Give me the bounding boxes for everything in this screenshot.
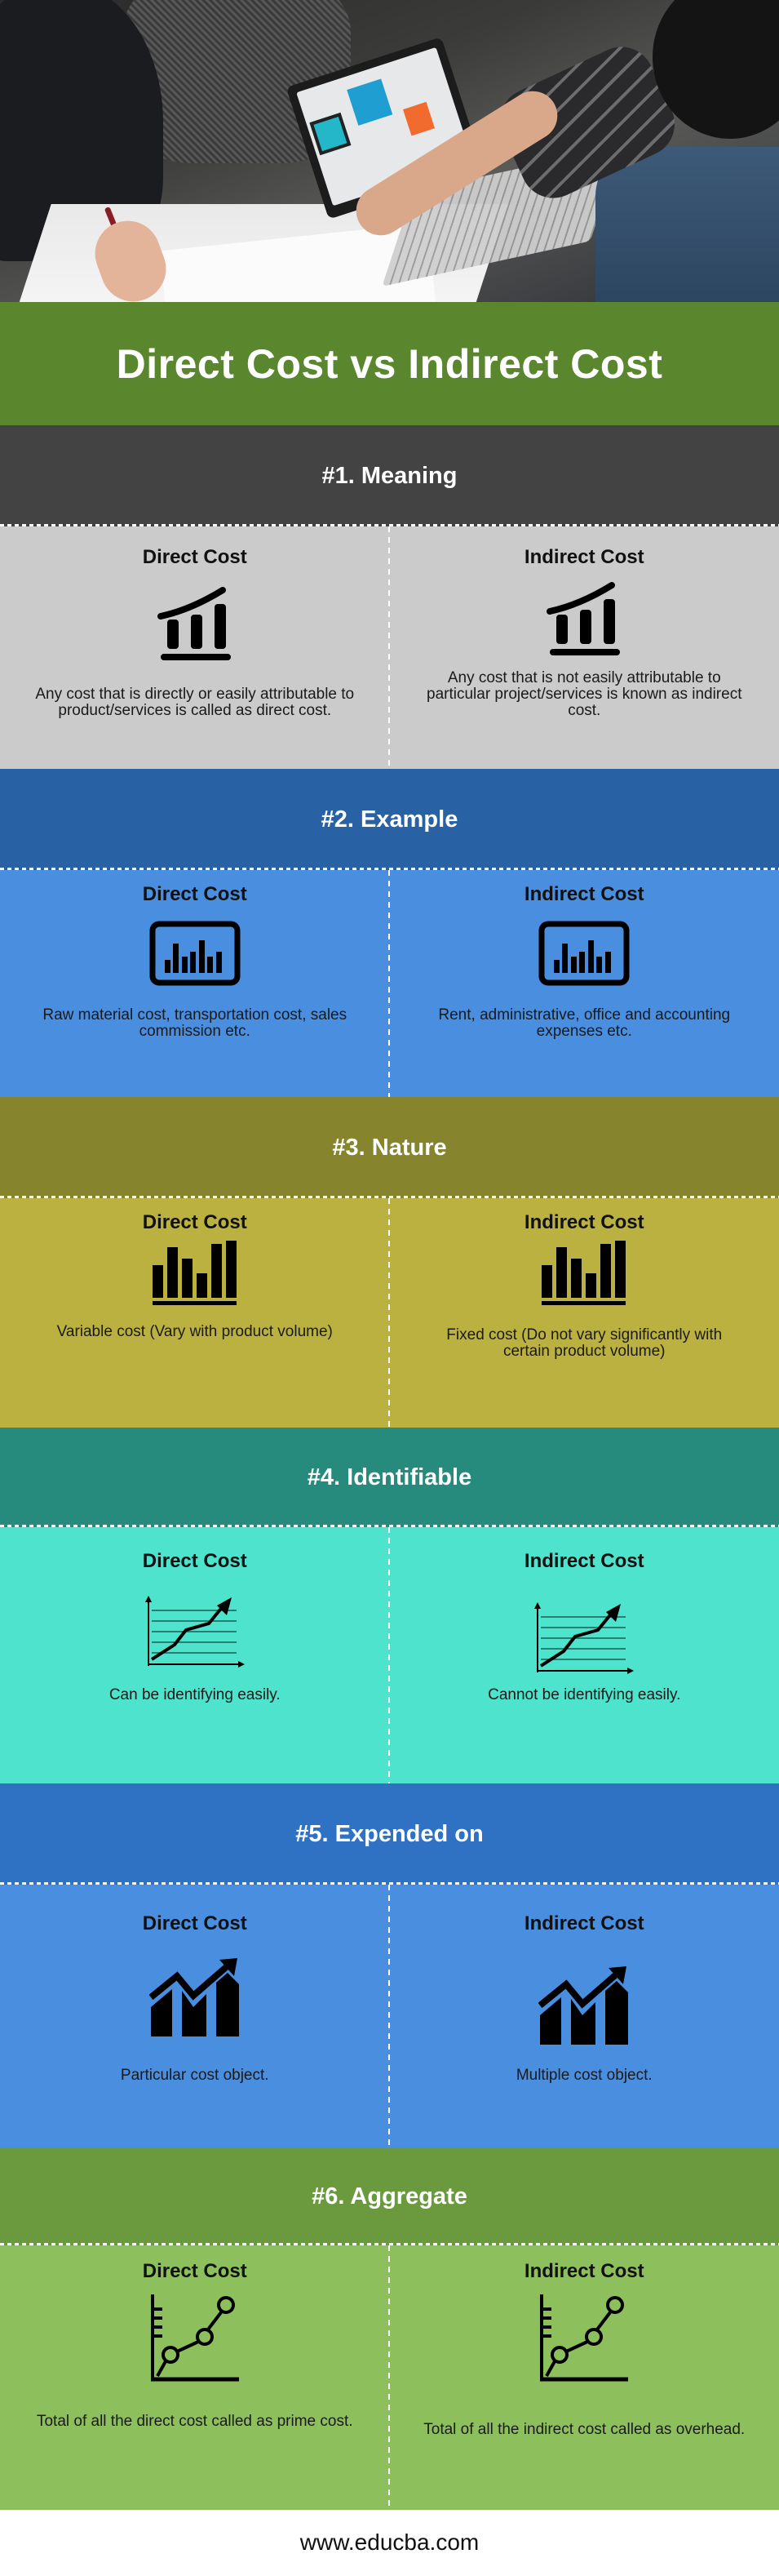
column-title: Indirect Cost bbox=[524, 1211, 644, 1233]
section-heading: #2. Example bbox=[0, 769, 779, 870]
indirect-cost-column: Indirect Cost Any cost that is not easil… bbox=[390, 526, 779, 769]
section-body: Direct Cost Particular cost object. Indi… bbox=[0, 1885, 779, 2147]
column-description: Can be identifying easily. bbox=[108, 1686, 281, 1703]
column-title: Indirect Cost bbox=[524, 1550, 644, 1572]
section-body: Direct Cost Total of all the direct cost… bbox=[0, 2245, 779, 2510]
direct-cost-column: Direct Cost Any cost that is directly or… bbox=[0, 526, 390, 769]
section-heading: #1. Meaning bbox=[0, 425, 779, 526]
indirect-cost-column: Indirect Cost Rent, administrative, offi… bbox=[390, 870, 779, 1097]
column-description: Rent, administrative, office and account… bbox=[438, 1006, 731, 1040]
section-heading: #6. Aggregate bbox=[0, 2147, 779, 2245]
framed-bar-chart-icon bbox=[149, 921, 241, 986]
footer-url[interactable]: www.educba.com bbox=[299, 2529, 480, 2555]
column-description: Any cost that is not easily attributable… bbox=[427, 669, 742, 719]
column-description: Cannot be identifying easily. bbox=[488, 1686, 681, 1703]
direct-cost-column: Direct Cost Particular cost object. bbox=[0, 1885, 390, 2147]
section-body: Direct Cost Raw material cost, transport… bbox=[0, 870, 779, 1097]
column-description: Any cost that is directly or easily attr… bbox=[35, 686, 355, 719]
section-example: #2. Example Direct Cost Raw material cos… bbox=[0, 769, 779, 1097]
column-title: Indirect Cost bbox=[524, 883, 644, 905]
column-title: Direct Cost bbox=[142, 883, 247, 905]
column-title: Indirect Cost bbox=[524, 1912, 644, 1934]
trend-line-graph-icon bbox=[144, 1596, 245, 1668]
footer: www.educba.com bbox=[0, 2510, 779, 2575]
bar-chart-icon bbox=[542, 1241, 626, 1305]
section-heading: #3. Nature bbox=[0, 1097, 779, 1198]
column-description: Fixed cost (Do not vary significantly wi… bbox=[446, 1326, 723, 1360]
growth-bars-arrow-icon bbox=[148, 1958, 239, 2036]
section-heading: #4. Identifiable bbox=[0, 1428, 779, 1527]
column-description: Multiple cost object. bbox=[516, 2067, 653, 2084]
line-graph-nodes-icon bbox=[150, 2294, 239, 2382]
indirect-cost-column: Indirect Cost Fixed cost (Do not vary si… bbox=[390, 1198, 779, 1428]
column-title: Indirect Cost bbox=[524, 2260, 644, 2282]
column-title: Indirect Cost bbox=[524, 546, 644, 568]
column-description: Total of all the indirect cost called as… bbox=[423, 2421, 746, 2438]
bar-chart-curve-icon bbox=[157, 587, 231, 660]
page-title: Direct Cost vs Indirect Cost bbox=[116, 340, 663, 387]
direct-cost-column: Direct Cost Variable cost (Vary with pro… bbox=[0, 1198, 390, 1428]
section-heading: #5. Expended on bbox=[0, 1783, 779, 1885]
column-title: Direct Cost bbox=[142, 546, 247, 568]
section-nature: #3. Nature Direct Cost Variable cost (Va… bbox=[0, 1097, 779, 1428]
hero-photo bbox=[0, 0, 779, 302]
direct-cost-column: Direct Cost Total of all the direct cost… bbox=[0, 2245, 390, 2510]
column-title: Direct Cost bbox=[142, 1211, 247, 1233]
section-body: Direct Cost Any cost that is directly or… bbox=[0, 526, 779, 769]
bar-chart-curve-icon bbox=[547, 582, 621, 655]
bar-chart-icon bbox=[152, 1241, 237, 1305]
section-aggregate: #6. Aggregate Direct Cost bbox=[0, 2147, 779, 2510]
photo-jeans bbox=[595, 147, 779, 302]
section-meaning: #1. Meaning Direct Cost Any cost that is… bbox=[0, 425, 779, 769]
section-expended-on: #5. Expended on Direct Cost Particular c… bbox=[0, 1783, 779, 2147]
column-description: Variable cost (Vary with product volume) bbox=[56, 1323, 333, 1340]
title-band: Direct Cost vs Indirect Cost bbox=[0, 302, 779, 425]
growth-bars-arrow-icon bbox=[538, 1966, 629, 2045]
direct-cost-column: Direct Cost Raw material cost, transport… bbox=[0, 870, 390, 1097]
column-title: Direct Cost bbox=[142, 1550, 247, 1572]
trend-line-graph-icon bbox=[534, 1602, 635, 1674]
column-title: Direct Cost bbox=[142, 1912, 247, 1934]
line-graph-nodes-icon bbox=[540, 2294, 629, 2382]
direct-cost-column: Direct Cost Can be identifying easily. bbox=[0, 1527, 390, 1783]
indirect-cost-column: Indirect Cost Multiple cost object. bbox=[390, 1885, 779, 2147]
indirect-cost-column: Indirect Cost Total of all the indirect … bbox=[390, 2245, 779, 2510]
section-body: Direct Cost Variable cost (Vary with pro… bbox=[0, 1198, 779, 1428]
column-description: Total of all the direct cost called as p… bbox=[36, 2413, 353, 2430]
column-description: Raw material cost, transportation cost, … bbox=[42, 1006, 347, 1040]
column-description: Particular cost object. bbox=[120, 2067, 269, 2084]
section-body: Direct Cost Can be identifying easily. bbox=[0, 1527, 779, 1783]
section-identifiable: #4. Identifiable Direct Cost Can bbox=[0, 1428, 779, 1783]
column-title: Direct Cost bbox=[142, 2260, 247, 2282]
indirect-cost-column: Indirect Cost Cannot be identifying easi… bbox=[390, 1527, 779, 1783]
framed-bar-chart-icon bbox=[538, 921, 630, 986]
